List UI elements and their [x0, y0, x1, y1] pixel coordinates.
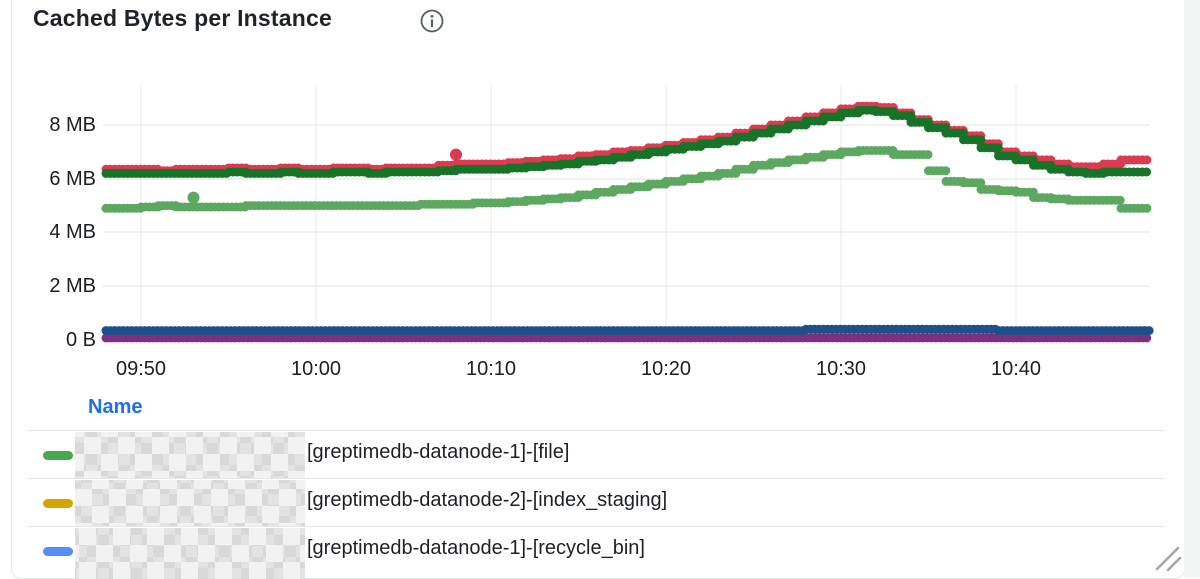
panel-title: Cached Bytes per Instance [33, 5, 333, 31]
redacted-name-blur [75, 480, 305, 526]
x-axis-tick: 10:00 [290, 358, 342, 380]
x-axis-tick: 10:20 [640, 358, 692, 380]
legend-row[interactable]: [greptimedb-datanode-1]-[recycle_bin] [27, 526, 1165, 579]
redacted-name-blur [75, 432, 305, 478]
series-color-swatch [43, 499, 73, 508]
legend-series-label[interactable]: [greptimedb-datanode-1]-[file] [307, 441, 570, 463]
y-axis-tick: 6 MB [49, 168, 96, 190]
legend-row[interactable]: [greptimedb-datanode-2]-[index_staging] [27, 478, 1165, 527]
redacted-name-blur [75, 528, 305, 579]
legend-series-label[interactable]: [greptimedb-datanode-2]-[index_staging] [307, 489, 668, 511]
series-color-swatch [43, 547, 73, 556]
info-circle-icon[interactable] [419, 8, 445, 34]
y-axis-tick: 0 B [65, 329, 96, 351]
y-axis-tick: 2 MB [49, 275, 96, 297]
legend-name-column-header[interactable]: Name [88, 396, 143, 418]
series-color-swatch [43, 451, 73, 460]
legend-row[interactable]: [greptimedb-datanode-1]-[file] [27, 430, 1165, 479]
y-axis-tick: 4 MB [49, 221, 96, 243]
legend-series-label[interactable]: [greptimedb-datanode-1]-[recycle_bin] [307, 537, 645, 559]
page-background-strip [1184, 0, 1200, 578]
panel-resize-handle[interactable] [1152, 542, 1182, 572]
x-axis-tick: 10:30 [815, 358, 867, 380]
outlier-point [450, 148, 462, 161]
x-axis-tick: 10:10 [465, 358, 517, 380]
y-axis-tick: 8 MB [49, 114, 96, 136]
x-axis-tick: 10:40 [990, 358, 1042, 380]
outlier-point [187, 191, 200, 204]
x-axis-tick: 09:50 [115, 358, 167, 380]
